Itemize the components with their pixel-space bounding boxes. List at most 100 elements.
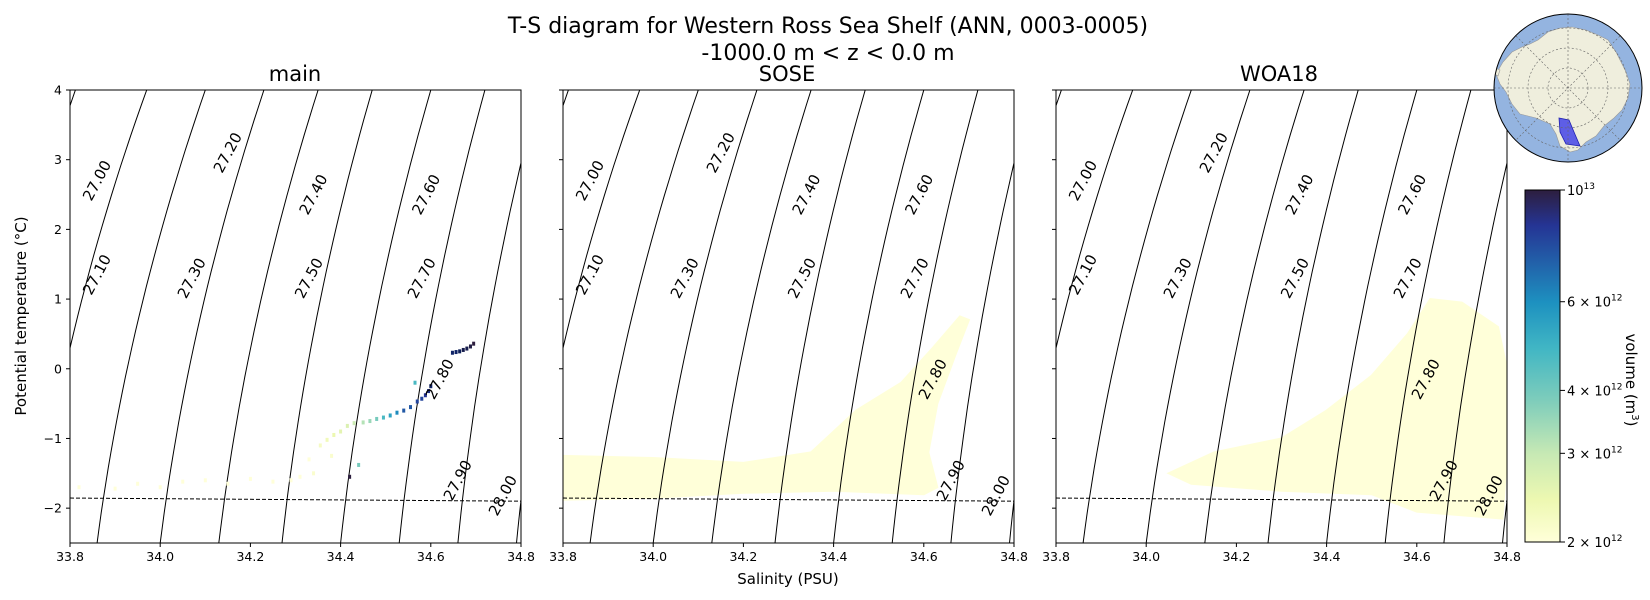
axes-frame: [562, 89, 1015, 544]
volume-cell: [318, 443, 322, 448]
density-contour: [1326, 90, 1418, 543]
density-contour: [563, 90, 641, 351]
density-contour: [589, 90, 699, 543]
colorbar-tick-label: 1013: [1567, 182, 1595, 199]
volume-cell: [461, 347, 465, 352]
x-tick-label: 34.4: [820, 549, 848, 564]
inset-map: [1493, 13, 1643, 163]
volume-cell: [332, 432, 336, 437]
volume-cell: [420, 396, 424, 401]
volume-heatmap-region: [563, 315, 971, 501]
x-tick-label: 34.8: [507, 549, 535, 564]
volume-cell: [381, 415, 385, 420]
density-contour: [563, 90, 569, 108]
x-tick-label: 33.8: [56, 549, 84, 564]
panel-title-woa18: WOA18: [1240, 62, 1318, 86]
density-contour: [96, 90, 206, 543]
volume-cell: [345, 423, 349, 428]
volume-cell: [330, 453, 334, 458]
volume-cell: [136, 481, 140, 486]
volume-cell: [248, 476, 252, 481]
panel-main: main 27.0027.1027.2027.3027.4027.5027.60…: [44, 62, 535, 564]
volume-cell: [361, 420, 365, 425]
colorbar: 1013 6 × 1012 4 × 1012 3 × 1012 2 × 1012 vol…: [1524, 182, 1640, 551]
density-contour: [70, 90, 148, 351]
x-tick-label: 34.2: [236, 549, 264, 564]
volume-cell: [454, 350, 458, 355]
volume-cell: [368, 419, 372, 424]
volume-cell: [472, 341, 476, 346]
x-tick-label: 34.8: [1000, 549, 1028, 564]
x-tick-label: 34.4: [327, 549, 355, 564]
volume-cell: [357, 462, 361, 467]
density-contour: [774, 90, 866, 543]
freezing-line: [563, 497, 1014, 502]
volume-cell: [158, 485, 162, 490]
axes-frame: [69, 89, 522, 544]
y-tick-label: 0: [54, 361, 62, 376]
volume-cell: [271, 479, 275, 484]
volume-cell: [203, 478, 207, 483]
density-contour: [1056, 90, 1134, 351]
x-axis-label: Salinity (PSU): [737, 570, 839, 588]
volume-cell: [423, 393, 427, 398]
inset-map-antarctica: [1495, 26, 1631, 153]
volume-cell: [226, 481, 230, 486]
volume-cell: [312, 471, 316, 476]
x-tick-label: 34.2: [729, 549, 757, 564]
volume-cell: [402, 408, 406, 413]
density-contour: [1009, 495, 1014, 543]
colorbar-gradient: [1524, 189, 1561, 543]
volume-cell: [325, 437, 329, 442]
freezing-line: [70, 497, 521, 502]
x-tick-label: 34.0: [639, 549, 667, 564]
volume-cell: [450, 350, 454, 355]
density-contour: [652, 90, 758, 543]
density-contour: [1082, 90, 1192, 543]
density-contour: [1443, 160, 1507, 543]
density-contour: [1267, 90, 1359, 543]
volume-cell: [429, 384, 433, 389]
volume-cell: [77, 485, 81, 490]
density-contour: [398, 90, 486, 543]
density-contour: [1384, 90, 1472, 543]
volume-cell: [409, 405, 413, 410]
x-tick-label: 34.6: [1403, 549, 1431, 564]
panel-title-main: main: [269, 62, 321, 86]
density-contour: [281, 90, 373, 543]
volume-heatmap-region: [1166, 298, 1507, 520]
density-contour: [340, 90, 432, 543]
colorbar-tick-label: 6 × 1012: [1567, 294, 1622, 311]
volume-cell: [339, 429, 343, 434]
x-tick-label: 34.8: [1493, 549, 1521, 564]
y-tick-label: −2: [44, 501, 62, 516]
density-contour: [159, 90, 265, 543]
y-tick-label: 1: [54, 292, 62, 307]
volume-cell: [413, 380, 417, 385]
x-tick-label: 34.6: [910, 549, 938, 564]
x-tick-label: 34.0: [146, 549, 174, 564]
inset-map-region: [1558, 117, 1581, 147]
volume-cell: [113, 486, 117, 491]
volume-cell: [348, 474, 352, 479]
y-tick-label: 4: [54, 83, 62, 98]
x-tick-label: 34.6: [417, 549, 445, 564]
density-contour: [1204, 90, 1305, 543]
volume-cell: [181, 479, 185, 484]
volume-cell: [388, 413, 392, 418]
figure-subtitle: -1000.0 m < z < 0.0 m: [701, 41, 954, 66]
colorbar-tick-label: 4 × 1012: [1567, 382, 1622, 399]
density-contour: [457, 160, 521, 543]
volume-cell: [352, 421, 356, 426]
panel-title-sose: SOSE: [759, 62, 815, 86]
freezing-line: [1056, 497, 1507, 502]
density-contour: [1056, 90, 1062, 108]
colorbar-tick-label: 2 × 1012: [1567, 534, 1622, 551]
density-contour: [950, 160, 1014, 543]
density-contour: [1068, 90, 1149, 543]
volume-cell: [375, 416, 379, 421]
figure-title: T-S diagram for Western Ross Sea Shelf (…: [507, 14, 1148, 39]
volume-cell: [289, 478, 293, 483]
volume-cell: [468, 344, 472, 349]
